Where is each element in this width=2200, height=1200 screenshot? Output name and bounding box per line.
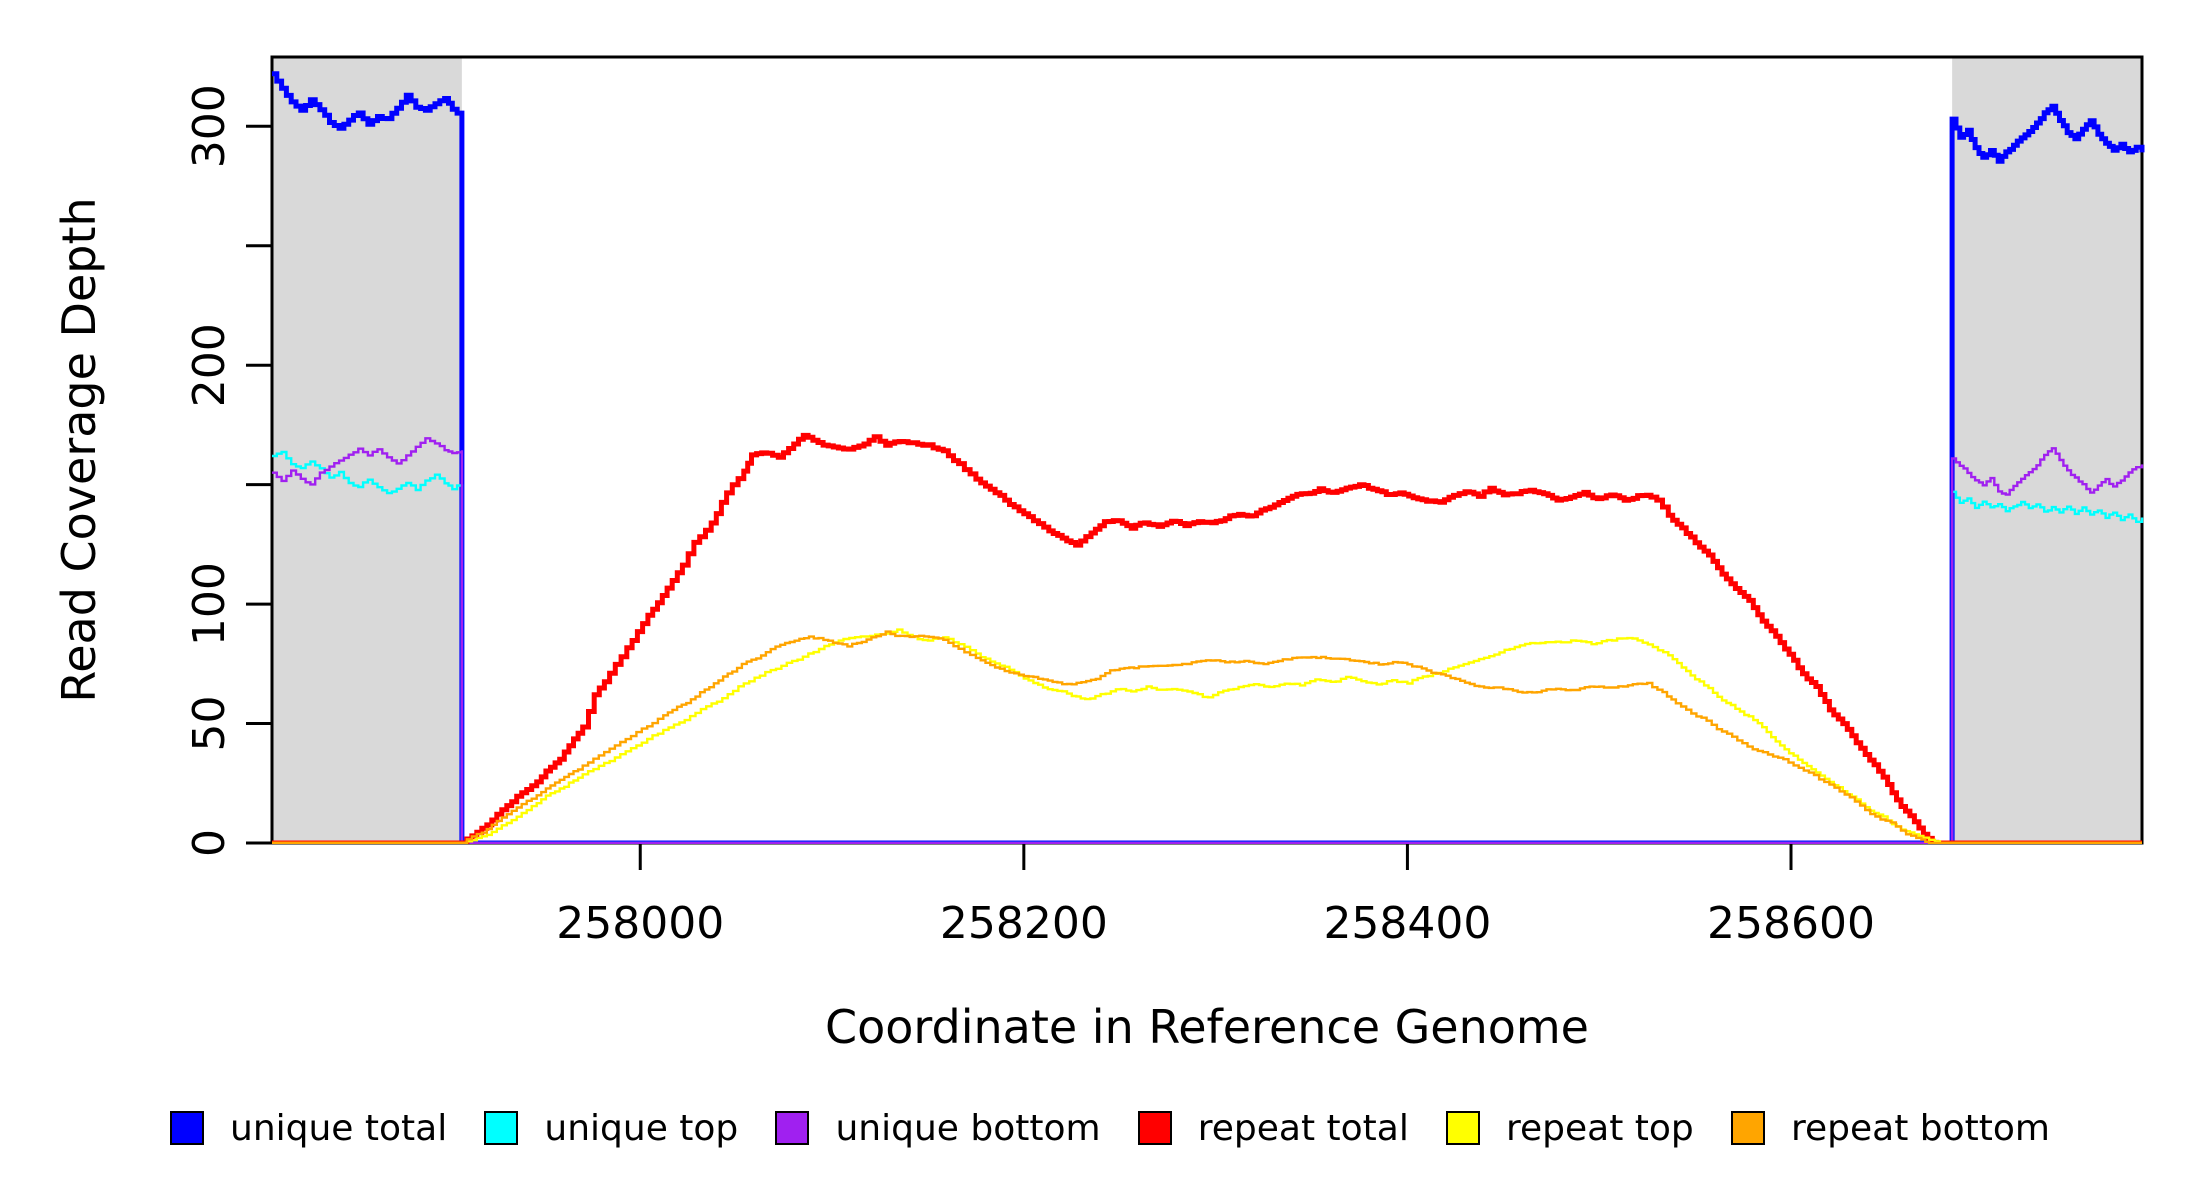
legend-label: repeat total bbox=[1197, 1107, 1409, 1149]
y-tick-label: 50 bbox=[184, 696, 235, 752]
y-axis-title: Read Coverage Depth bbox=[52, 197, 106, 703]
series-repeat-total bbox=[272, 432, 2142, 844]
series-unique-total bbox=[272, 71, 2145, 844]
legend-item-unique-bottom: unique bottom bbox=[775, 1107, 1101, 1149]
legend-label: repeat top bbox=[1506, 1107, 1694, 1149]
y-tick-label: 0 bbox=[184, 829, 235, 857]
legend-item-repeat-bottom: repeat bottom bbox=[1730, 1107, 2050, 1149]
y-tick-label: 100 bbox=[184, 562, 235, 646]
legend-item-repeat-total: repeat total bbox=[1137, 1107, 1409, 1149]
legend-swatch-repeat-top bbox=[1446, 1111, 1481, 1145]
unique-region-band-0 bbox=[272, 57, 462, 843]
legend-item-unique-top: unique top bbox=[484, 1108, 738, 1149]
legend-swatch-unique-bottom bbox=[775, 1111, 810, 1145]
series-repeat-top bbox=[272, 628, 2142, 844]
x-axis-title: Coordinate in Reference Genome bbox=[825, 1000, 1589, 1054]
legend-swatch-repeat-total bbox=[1137, 1111, 1172, 1145]
plot-box bbox=[270, 55, 2144, 845]
x-tick-label: 258400 bbox=[1323, 898, 1491, 949]
legend-swatch-repeat-bottom bbox=[1730, 1111, 1765, 1145]
legend-label: unique top bbox=[544, 1107, 739, 1149]
legend-swatch-unique-total bbox=[170, 1111, 204, 1145]
legend-item-unique-total: unique total bbox=[170, 1108, 447, 1149]
legend-label: repeat bottom bbox=[1790, 1107, 2050, 1149]
x-tick-label: 258600 bbox=[1707, 898, 1875, 949]
y-tick-label: 300 bbox=[184, 84, 235, 168]
legend-item-repeat-top: repeat top bbox=[1446, 1108, 1694, 1149]
x-tick-label: 258000 bbox=[556, 898, 724, 949]
legend-swatch-unique-top bbox=[484, 1111, 519, 1145]
y-tick-label: 200 bbox=[184, 323, 235, 407]
series-unique-bottom bbox=[272, 437, 2144, 844]
legend-label: unique bottom bbox=[835, 1107, 1101, 1149]
x-tick-label: 258200 bbox=[940, 898, 1108, 949]
series-repeat-bottom bbox=[272, 630, 2142, 844]
unique-region-band-1 bbox=[1952, 57, 2142, 843]
legend-label: unique total bbox=[230, 1107, 448, 1149]
legend: unique total unique top unique bottom re… bbox=[170, 1096, 2050, 1160]
